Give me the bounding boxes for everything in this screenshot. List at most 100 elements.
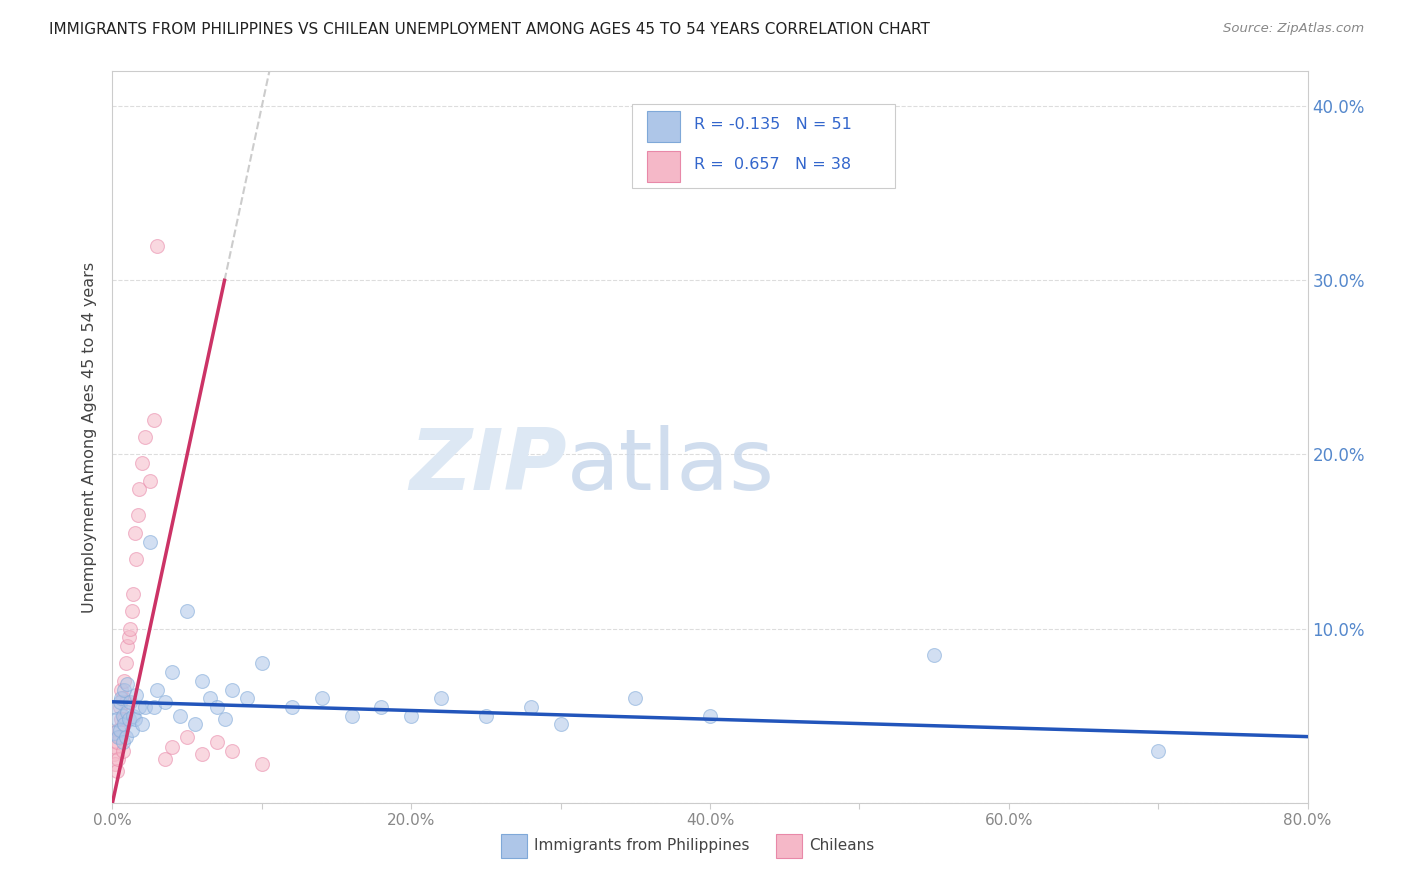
Text: R =  0.657   N = 38: R = 0.657 N = 38 (695, 157, 852, 172)
Point (114, 682, 135, 697)
Point (124, 525, 146, 540)
Point (550, 717, 572, 731)
Point (111, 743, 134, 757)
Point (118, 712, 141, 726)
Point (146, 682, 169, 697)
Point (107, 752, 129, 766)
Y-axis label: Unemployment Among Ages 45 to 54 years: Unemployment Among Ages 45 to 54 years (82, 261, 97, 613)
Point (117, 677, 139, 691)
FancyBboxPatch shape (776, 834, 801, 858)
Point (115, 657, 138, 671)
Point (162, 740, 183, 755)
Point (128, 700, 150, 714)
Point (110, 691, 132, 706)
Point (143, 412, 166, 426)
Point (115, 730, 138, 744)
Point (221, 743, 243, 757)
Point (176, 604, 198, 618)
Point (122, 587, 145, 601)
Point (124, 712, 146, 726)
Point (108, 730, 131, 744)
Point (1147, 743, 1170, 757)
Point (221, 682, 243, 697)
Point (121, 604, 143, 618)
Point (169, 708, 191, 723)
Point (143, 700, 166, 714)
Point (110, 682, 132, 697)
Text: Immigrants from Philippines: Immigrants from Philippines (534, 838, 749, 854)
Point (110, 712, 132, 726)
Point (153, 695, 176, 709)
Point (146, 238, 169, 252)
Point (205, 735, 228, 749)
Point (117, 705, 139, 719)
Point (134, 700, 156, 714)
Point (107, 723, 129, 737)
Text: atlas: atlas (567, 425, 775, 508)
Point (134, 430, 156, 444)
Point (139, 474, 162, 488)
Point (125, 688, 148, 702)
Point (103, 747, 125, 761)
Point (105, 712, 128, 726)
Text: IMMIGRANTS FROM PHILIPPINES VS CHILEAN UNEMPLOYMENT AMONG AGES 45 TO 54 YEARS CO: IMMIGRANTS FROM PHILIPPINES VS CHILEAN U… (49, 22, 931, 37)
Point (401, 708, 423, 723)
Point (281, 700, 304, 714)
Point (114, 673, 135, 688)
FancyBboxPatch shape (647, 151, 681, 182)
Point (128, 483, 150, 497)
Point (125, 552, 148, 566)
Point (108, 695, 131, 709)
Point (114, 712, 135, 726)
Point (131, 456, 153, 470)
Text: ZIP: ZIP (409, 425, 567, 508)
Point (111, 708, 134, 723)
Point (214, 712, 236, 726)
Point (118, 631, 141, 645)
Text: Chileans: Chileans (810, 838, 875, 854)
FancyBboxPatch shape (633, 104, 896, 188)
Point (121, 723, 143, 737)
Point (250, 657, 273, 671)
Point (111, 735, 134, 749)
FancyBboxPatch shape (501, 834, 527, 858)
Point (107, 730, 129, 744)
Point (122, 708, 145, 723)
Point (153, 752, 176, 766)
Point (108, 723, 131, 737)
Point (104, 700, 127, 714)
Point (176, 730, 198, 744)
Point (624, 691, 647, 706)
Point (236, 691, 259, 706)
Point (162, 665, 183, 680)
Point (114, 717, 135, 731)
Point (370, 700, 392, 714)
Point (475, 708, 498, 723)
Point (311, 691, 333, 706)
Point (139, 534, 162, 549)
Point (520, 700, 543, 714)
Point (250, 757, 273, 772)
Text: Source: ZipAtlas.com: Source: ZipAtlas.com (1223, 22, 1364, 36)
Point (127, 508, 149, 523)
Point (115, 695, 138, 709)
Point (117, 639, 139, 653)
Point (191, 747, 214, 761)
Point (104, 740, 127, 755)
Point (430, 691, 453, 706)
Point (104, 757, 127, 772)
Text: R = -0.135   N = 51: R = -0.135 N = 51 (695, 117, 852, 132)
Point (183, 717, 205, 731)
Point (105, 735, 128, 749)
Point (198, 691, 221, 706)
Point (120, 695, 142, 709)
Point (103, 726, 125, 740)
Point (340, 708, 363, 723)
Point (922, 648, 945, 662)
Point (111, 691, 134, 706)
FancyBboxPatch shape (647, 112, 681, 142)
Point (105, 764, 128, 779)
Point (191, 673, 214, 688)
Point (131, 717, 153, 731)
Point (108, 700, 131, 714)
